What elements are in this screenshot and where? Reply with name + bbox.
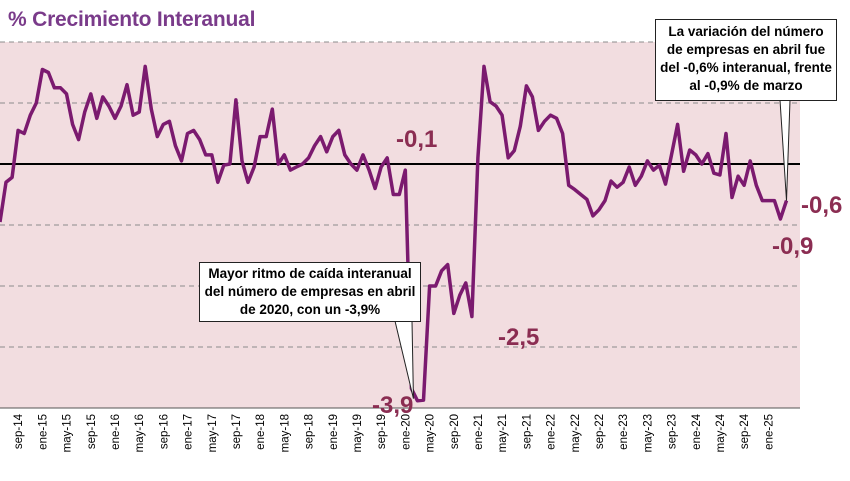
x-tick-label: ene-17 [183,414,195,450]
annotation-jan20: -0,1 [396,126,438,153]
x-tick-label: ene-18 [255,414,267,450]
x-tick-label: ene-20 [400,414,412,450]
x-tick-label: sep-19 [376,414,388,449]
x-tick-label: ene-25 [763,414,775,450]
callout-latest: La variación del número de empresas en a… [655,19,837,101]
x-tick-label: may-17 [207,414,219,452]
x-tick-label: sep-15 [86,414,98,449]
x-tick-label: ene-23 [618,414,630,450]
x-tick-label: sep-23 [667,414,679,449]
callout-min: Mayor ritmo de caída interanual del núme… [199,262,421,322]
x-tick-label: may-23 [642,414,654,452]
x-tick-label: may-20 [425,414,437,452]
annotation-mar25: -0,9 [772,233,814,260]
x-tick-label: may-19 [352,414,364,452]
x-tick-label: sep-16 [158,414,170,449]
x-tick-label: sep-17 [231,414,243,449]
x-tick-label: sep-24 [739,413,751,449]
chart-title: % Crecimiento Interanual [8,8,256,31]
x-tick-label: may-16 [134,414,146,452]
annotation-apr20: -3,9 [372,392,414,419]
x-tick-label: ene-21 [473,414,485,450]
series-line [0,64,789,403]
x-tick-label: may-21 [497,414,509,452]
x-tick-label: may-24 [715,413,727,452]
x-tick-label: ene-24 [691,413,703,449]
x-tick-label: may-15 [62,414,74,452]
x-tick-label: sep-14 [13,413,25,449]
x-tick-label: may-22 [570,414,582,452]
annotation-feb21: -2,5 [498,324,540,351]
x-tick-label: ene-22 [546,414,558,450]
x-axis: sep-14 ene-15 may-15 sep-15 ene-16 may-16 sep-… [0,407,800,452]
x-tick-label: ene-15 [37,414,49,450]
x-tick-label: ene-16 [110,414,122,450]
x-tick-label: sep-20 [449,414,461,449]
x-tick-label: ene-19 [328,414,340,450]
annotation-apr25: -0,6 [801,192,843,219]
x-tick-label: sep-18 [304,414,316,449]
x-tick-label: sep-21 [521,414,533,449]
x-tick-label: sep-22 [594,414,606,449]
x-tick-label: may-18 [279,414,291,452]
